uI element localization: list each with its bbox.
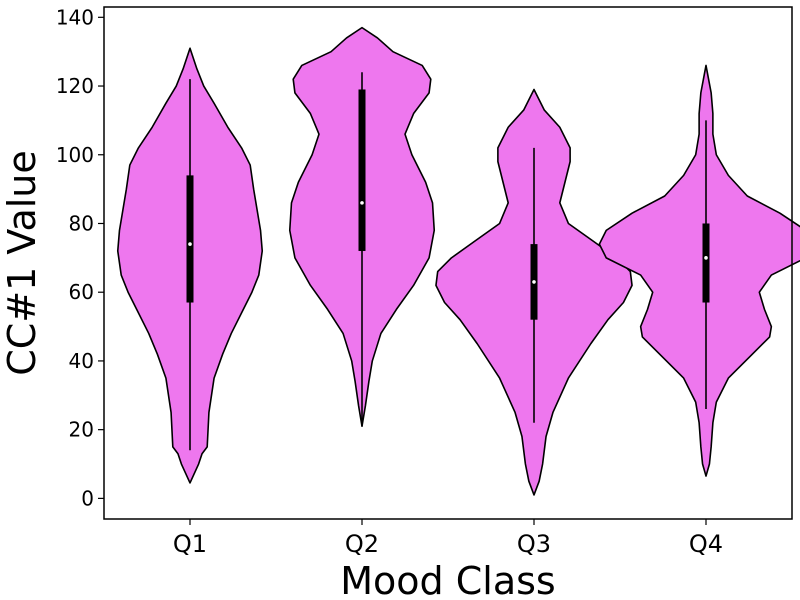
iqr-box-q4: [702, 223, 710, 303]
violin-q1: [116, 47, 264, 484]
violin-q3: [435, 88, 633, 496]
median-dot-q4: [704, 256, 708, 260]
y-tick-label: 60: [69, 280, 94, 304]
y-tick-label: 80: [69, 211, 94, 235]
plot-frame: [103, 6, 793, 520]
x-axis-title: Mood Class: [340, 559, 555, 600]
x-axis: Q1 Q2 Q3 Q4: [173, 519, 723, 558]
x-tick-label: Q4: [689, 530, 723, 558]
violin-body-q4: [598, 64, 800, 477]
y-tick-label: 0: [81, 486, 94, 510]
y-axis: 0 20 40 60 80 100 120 140: [56, 5, 104, 510]
violin-q4: [598, 64, 800, 477]
median-dot-q3: [532, 280, 536, 284]
y-tick-label: 20: [69, 418, 94, 442]
y-tick-label: 120: [56, 74, 94, 98]
violin-q2: [288, 26, 436, 428]
x-tick-label: Q1: [173, 530, 207, 558]
iqr-box-q2: [358, 89, 366, 251]
y-tick-label: 100: [56, 143, 94, 167]
y-axis-title: CC#1 Value: [0, 150, 44, 376]
iqr-box-q1: [186, 175, 194, 303]
x-tick-label: Q2: [345, 530, 379, 558]
x-tick-label: Q3: [517, 530, 551, 558]
violin-group: [116, 26, 800, 496]
median-dot-q2: [360, 201, 364, 205]
y-tick-label: 40: [69, 349, 94, 373]
y-tick-label: 140: [56, 5, 94, 29]
median-dot-q1: [188, 242, 192, 246]
